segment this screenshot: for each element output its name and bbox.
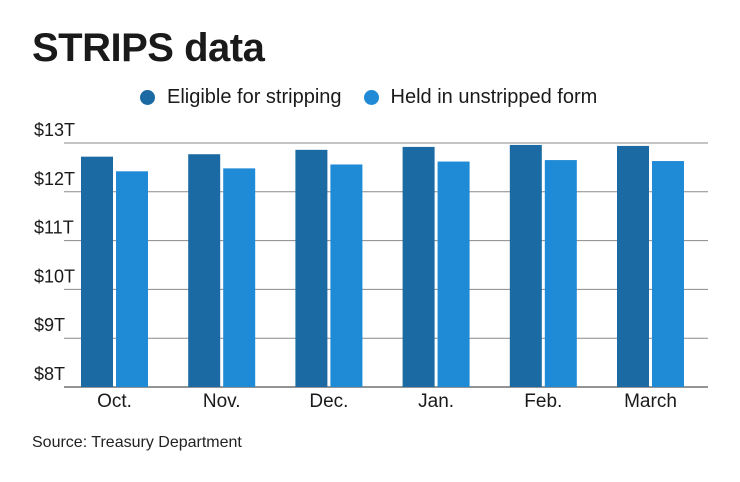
bar-eligible — [295, 149, 328, 387]
bar-eligible — [509, 144, 542, 387]
legend-item-unstripped: Held in unstripped form — [363, 86, 598, 109]
legend-item-eligible: Eligible for stripping — [140, 86, 342, 109]
x-tick-label: Dec. — [309, 391, 348, 412]
bar-unstripped — [223, 168, 256, 387]
legend-swatch-unstripped — [363, 90, 379, 105]
chart-title: STRIPS data — [32, 26, 265, 70]
bar-unstripped — [544, 160, 577, 387]
x-tick-label: Nov. — [203, 391, 241, 412]
bar-unstripped — [437, 161, 470, 387]
y-tick-label: $13T — [34, 120, 75, 140]
y-tick-label: $12T — [34, 169, 75, 189]
y-tick-label: $11T — [34, 218, 74, 238]
bar-unstripped — [652, 161, 684, 387]
bar-eligible — [402, 146, 435, 387]
x-tick-label: Oct. — [97, 391, 132, 412]
bar-eligible — [617, 145, 649, 387]
y-tick-label: $8T — [34, 364, 65, 384]
bar-eligible — [81, 156, 113, 387]
y-tick-label: $9T — [34, 315, 65, 335]
legend-label-unstripped: Held in unstripped form — [390, 86, 598, 108]
bar-eligible — [188, 154, 221, 387]
bar-unstripped — [330, 164, 363, 387]
bar-unstripped — [116, 171, 148, 387]
x-tick-label: March — [624, 391, 677, 412]
y-tick-label: $10T — [34, 266, 75, 286]
legend-label-eligible: Eligible for stripping — [167, 86, 342, 108]
x-tick-label: Jan. — [418, 391, 454, 412]
legend: Eligible for stripping Held in unstrippe… — [140, 86, 619, 109]
legend-swatch-eligible — [140, 90, 155, 105]
x-tick-label: Feb. — [524, 391, 562, 412]
source-note: Source: Treasury Department — [32, 434, 242, 451]
